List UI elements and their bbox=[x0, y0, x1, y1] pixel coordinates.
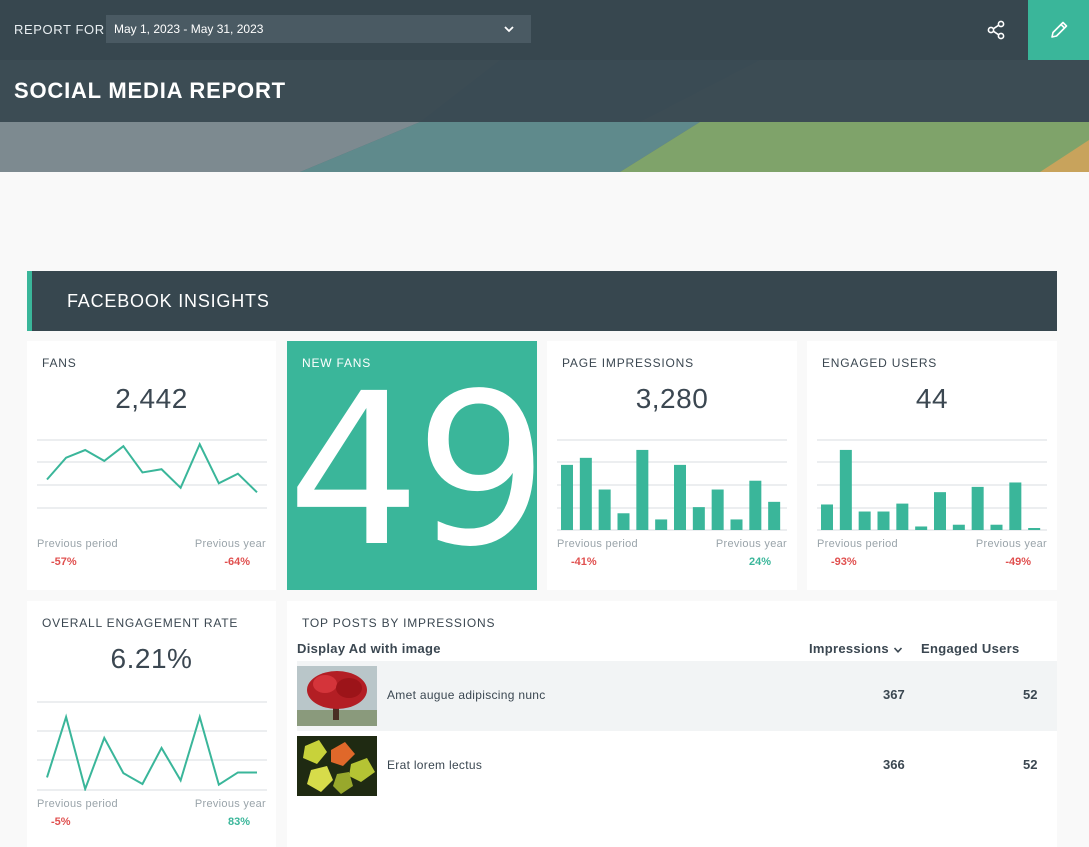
table-row[interactable]: Erat lorem lectus 366 52 bbox=[297, 731, 1057, 801]
engagement-rate-sparkline bbox=[37, 701, 267, 791]
column-header-engaged-users: Engaged Users bbox=[921, 641, 1020, 656]
leaves-photo bbox=[297, 736, 377, 796]
date-range-select[interactable]: May 1, 2023 - May 31, 2023 bbox=[106, 15, 531, 43]
fans-prev-year-label: Previous year bbox=[194, 538, 266, 550]
share-icon bbox=[987, 20, 1005, 40]
pencil-icon bbox=[1050, 21, 1067, 38]
bar bbox=[821, 504, 833, 530]
bar bbox=[598, 489, 611, 530]
bar bbox=[561, 464, 573, 530]
rate-prev-period-value: -5% bbox=[51, 816, 71, 828]
impressions-prev-year-value: 24% bbox=[748, 556, 771, 568]
column-header-impressions[interactable]: Impressions bbox=[809, 641, 903, 656]
bar bbox=[877, 511, 890, 530]
page-title: SOCIAL MEDIA REPORT bbox=[14, 78, 286, 103]
bar bbox=[1009, 482, 1022, 530]
sort-chevron-down-icon bbox=[893, 647, 902, 653]
bar bbox=[579, 457, 592, 530]
fans-card: FANS 2,442 Previous period Previous year… bbox=[27, 341, 276, 590]
bar bbox=[915, 526, 928, 530]
bar bbox=[655, 519, 668, 530]
bar bbox=[971, 486, 984, 530]
post-engaged-users: 52 bbox=[1023, 687, 1038, 702]
engaged-prev-year-value: -49% bbox=[1005, 556, 1031, 568]
table-row[interactable]: Amet augue adipiscing nunc 367 52 bbox=[297, 661, 1057, 731]
column-header-post: Display Ad with image bbox=[297, 641, 441, 656]
date-range-value: May 1, 2023 - May 31, 2023 bbox=[114, 22, 264, 36]
sparkline-series bbox=[46, 713, 257, 791]
engaged-prev-period-value: -93% bbox=[831, 556, 857, 568]
bar bbox=[730, 519, 743, 530]
new-fans-title: NEW FANS bbox=[302, 356, 372, 370]
bar bbox=[952, 524, 965, 530]
top-bar: REPORT FOR May 1, 2023 - May 31, 2023 bbox=[0, 0, 1089, 60]
section-title: FACEBOOK INSIGHTS bbox=[67, 291, 270, 311]
post-text: Erat lorem lectus bbox=[387, 758, 483, 772]
engaged-users-value: 44 bbox=[915, 383, 949, 414]
red-tree-photo bbox=[297, 666, 377, 726]
fans-sparkline bbox=[37, 439, 267, 509]
page-impressions-bar-chart bbox=[557, 439, 787, 531]
fans-prev-period-value: -57% bbox=[51, 556, 77, 568]
top-posts-title: TOP POSTS BY IMPRESSIONS bbox=[302, 616, 496, 630]
bar bbox=[858, 511, 871, 530]
banner-title-bar: SOCIAL MEDIA REPORT bbox=[0, 60, 1089, 122]
engagement-rate-title: OVERALL ENGAGEMENT RATE bbox=[42, 616, 239, 630]
bar bbox=[711, 489, 724, 530]
sparkline-series bbox=[46, 441, 258, 493]
fans-value: 2,442 bbox=[115, 383, 188, 414]
bar bbox=[692, 507, 705, 530]
section-header: FACEBOOK INSIGHTS bbox=[27, 271, 1057, 331]
impressions-prev-period-label: Previous period bbox=[557, 538, 638, 550]
fans-title: FANS bbox=[42, 356, 77, 370]
top-posts-card: TOP POSTS BY IMPRESSIONS Display Ad with… bbox=[287, 601, 1057, 847]
post-engaged-users: 52 bbox=[1023, 757, 1038, 772]
new-fans-card: NEW FANS 49 bbox=[287, 341, 548, 593]
rate-prev-period-label: Previous period bbox=[37, 798, 118, 810]
edit-button[interactable] bbox=[1028, 0, 1089, 60]
impressions-header-label: Impressions bbox=[809, 641, 889, 656]
fans-prev-year-value: -64% bbox=[224, 556, 250, 568]
post-text: Amet augue adipiscing nunc bbox=[387, 688, 546, 702]
engaged-prev-year-label: Previous year bbox=[975, 538, 1047, 550]
bar bbox=[636, 449, 649, 530]
bar bbox=[617, 513, 630, 530]
share-button[interactable] bbox=[980, 14, 1012, 46]
bar bbox=[1028, 528, 1041, 530]
post-impressions: 366 bbox=[883, 757, 905, 772]
bar bbox=[839, 449, 852, 530]
rate-prev-year-value: 83% bbox=[227, 816, 250, 828]
bar bbox=[934, 492, 946, 530]
bar bbox=[896, 503, 909, 530]
bar bbox=[768, 501, 781, 530]
engaged-prev-period-label: Previous period bbox=[817, 538, 898, 550]
bar bbox=[990, 524, 1003, 530]
post-impressions: 367 bbox=[883, 687, 905, 702]
engagement-rate-card: OVERALL ENGAGEMENT RATE 6.21% Previous p… bbox=[27, 601, 276, 847]
engaged-users-bar-chart bbox=[817, 439, 1047, 531]
report-for-label: REPORT FOR bbox=[14, 22, 105, 37]
new-fans-value: 49 bbox=[287, 348, 548, 593]
bar bbox=[674, 464, 686, 530]
page-impressions-value: 3,280 bbox=[635, 383, 709, 414]
impressions-prev-year-label: Previous year bbox=[715, 538, 787, 550]
fans-prev-period-label: Previous period bbox=[37, 538, 118, 550]
page-impressions-card: PAGE IMPRESSIONS 3,280 Previous period P… bbox=[547, 341, 797, 590]
engaged-users-title: ENGAGED USERS bbox=[822, 356, 938, 370]
chevron-down-icon bbox=[504, 26, 514, 33]
rate-prev-year-label: Previous year bbox=[194, 798, 266, 810]
report-banner: SOCIAL MEDIA REPORT bbox=[0, 60, 1089, 172]
engaged-users-card: ENGAGED USERS 44 Previous period Previou… bbox=[807, 341, 1057, 590]
page-impressions-title: PAGE IMPRESSIONS bbox=[562, 356, 694, 370]
engagement-rate-value: 6.21% bbox=[110, 643, 193, 674]
impressions-prev-period-value: -41% bbox=[571, 556, 597, 568]
bar bbox=[749, 480, 762, 530]
